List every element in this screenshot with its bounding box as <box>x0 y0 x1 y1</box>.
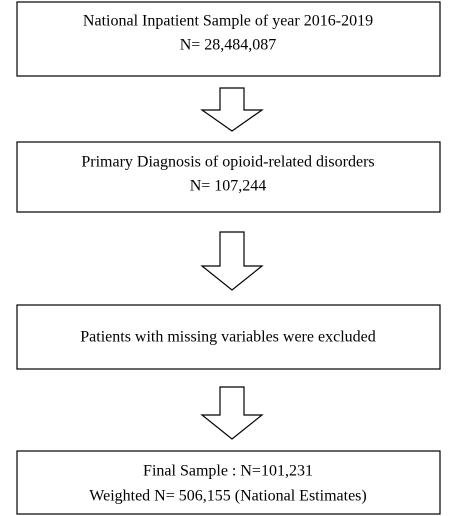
box-text: N= 107,244 <box>190 178 267 195</box>
box-text: Final Sample : N=101,231 <box>143 463 313 480</box>
box <box>16 141 441 213</box>
arrow <box>200 386 264 440</box>
arrow <box>200 231 264 291</box>
arrow <box>200 87 264 132</box>
box-text: Patients with missing variables were exc… <box>80 329 375 346</box>
box-text: N= 28,484,087 <box>180 37 277 54</box>
box <box>16 450 441 515</box>
box <box>16 1 441 77</box>
box <box>16 304 441 370</box>
box-text: Weighted N= 506,155 (National Estimates) <box>89 488 366 505</box>
box-text: National Inpatient Sample of year 2016-2… <box>83 13 373 30</box>
box-text: Primary Diagnosis of opioid-related diso… <box>81 154 374 171</box>
